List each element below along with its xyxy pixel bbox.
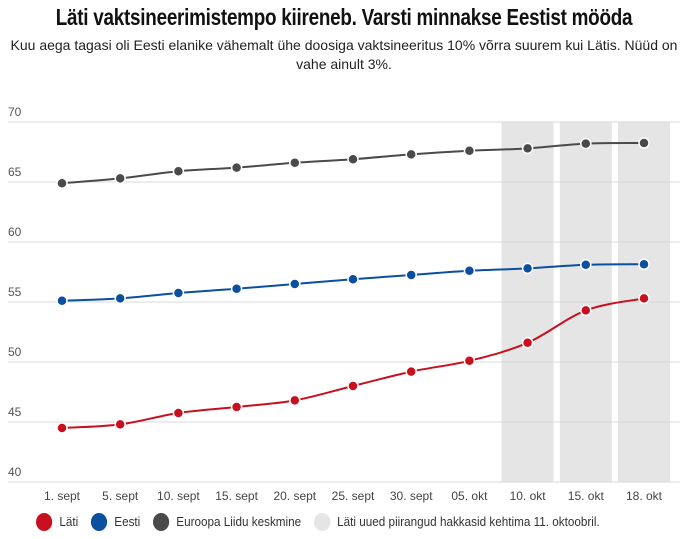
data-point	[172, 407, 185, 419]
legend-label: Läti uued piirangud hakkasid kehtima 11.…	[337, 514, 600, 529]
legend-item-eu: Euroopa Liidu keskmine	[152, 513, 302, 531]
x-tick-label: 30. sept	[390, 489, 433, 503]
data-point	[56, 295, 68, 307]
data-point	[521, 142, 534, 155]
data-point	[521, 337, 534, 349]
legend-label: Eesti	[114, 514, 141, 529]
data-point	[463, 145, 476, 157]
x-tick-label: 18. okt	[626, 489, 663, 503]
y-tick-label: 40	[8, 465, 22, 479]
data-point	[347, 273, 359, 285]
x-tick-label: 10. okt	[510, 489, 547, 503]
chart-title: Läti vaktsineerimistempo kiireneb. Varst…	[55, 4, 633, 30]
data-point	[172, 165, 185, 177]
data-point	[114, 292, 126, 305]
legend-swatch	[313, 513, 330, 531]
data-point	[347, 380, 359, 392]
x-tick-label: 15. okt	[568, 489, 605, 503]
x-tick-label: 15. sept	[215, 489, 258, 503]
x-tick-label: 25. sept	[332, 489, 375, 503]
data-point	[172, 287, 185, 299]
legend: Läti Eesti Euroopa Liidu keskmine Läti u…	[36, 513, 612, 531]
legend-label: Euroopa Liidu keskmine	[176, 514, 302, 529]
legend-label: Läti	[59, 514, 79, 529]
data-point	[638, 137, 650, 149]
x-tick-label: 05. okt	[451, 489, 488, 503]
data-point	[56, 177, 68, 189]
legend-swatch	[90, 513, 108, 531]
data-point	[114, 418, 126, 431]
data-point	[56, 422, 68, 434]
x-tick-label: 5. sept	[102, 489, 139, 503]
y-tick-label: 70	[8, 105, 22, 119]
x-tick-label: 10. sept	[157, 489, 200, 503]
data-point	[463, 355, 476, 367]
data-point	[405, 148, 417, 161]
data-point	[405, 269, 417, 281]
data-point	[638, 258, 650, 270]
y-tick-label: 65	[8, 165, 22, 179]
data-point	[289, 394, 301, 407]
legend-swatch	[36, 513, 53, 531]
data-point	[580, 304, 592, 317]
data-point	[230, 401, 243, 413]
x-tick-label: 20. sept	[273, 489, 316, 503]
data-point	[347, 153, 359, 165]
data-point	[405, 365, 417, 378]
legend-swatch	[152, 513, 170, 531]
legend-item-eesti: Eesti	[90, 513, 141, 531]
chart-subtitle: Kuu aega tagasi oli Eesti elanike vähema…	[10, 37, 678, 72]
data-point	[638, 292, 650, 305]
data-point	[289, 157, 301, 169]
legend-item-shade: Läti uued piirangud hakkasid kehtima 11.…	[313, 513, 600, 531]
data-point	[463, 265, 476, 277]
legend-item-lati: Läti	[36, 513, 78, 531]
data-point	[521, 262, 534, 275]
data-point	[114, 172, 126, 185]
data-point	[580, 259, 592, 271]
x-tick-label: 1. sept	[44, 489, 81, 503]
data-point	[580, 137, 592, 150]
y-tick-label: 50	[8, 345, 22, 359]
series-line	[61, 297, 645, 429]
y-tick-label: 45	[8, 405, 22, 419]
data-point	[230, 283, 243, 295]
y-tick-label: 55	[8, 285, 22, 299]
data-point	[230, 161, 243, 174]
data-point	[289, 278, 301, 290]
y-tick-label: 60	[8, 225, 22, 239]
